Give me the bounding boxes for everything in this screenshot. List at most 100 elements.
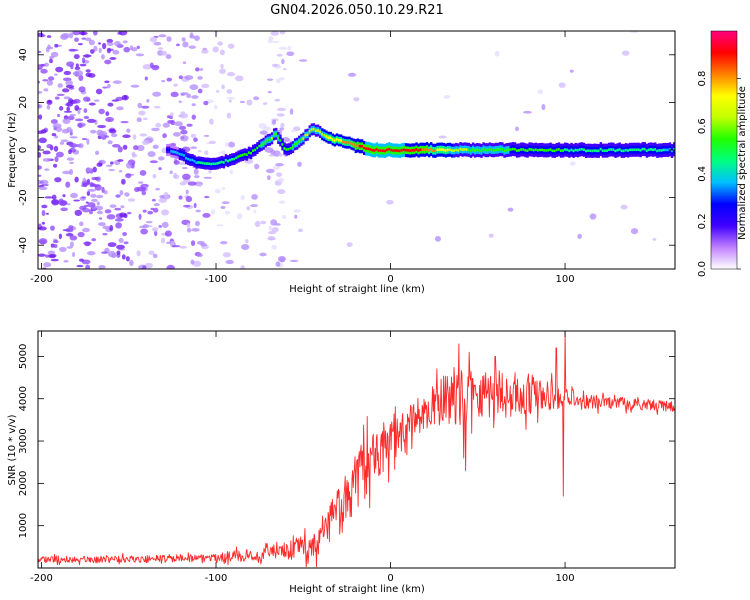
spectrogram-ridge-core [614,149,617,153]
spectrogram-noise-cell [170,91,179,98]
spectrogram-noise-cell [79,205,87,211]
spectrogram-noise-cell [166,77,173,82]
spectrogram-noise-cell [220,240,228,245]
spectrogram-noise-cell [151,127,160,132]
spectrogram-noise-cell [38,104,43,109]
spectrogram-noise-cell [208,169,212,174]
spectrogram-noise-cell [229,169,234,175]
spectrogram-noise-cell [214,104,218,110]
spectrogram-noise-cell [386,199,394,205]
spectrogram-noise-cell [199,68,204,71]
spectrogram-noise-cell [165,54,172,60]
spectrogram-noise-cell [50,258,59,262]
spectrogram-ridge-core [189,158,192,162]
spectrogram-x-tick-label: 0 [387,274,393,285]
spectrogram-noise-cell [112,80,122,84]
spectrogram-noise-cell [101,42,107,50]
spectrogram-noise-cell [108,168,116,172]
spectrogram-ridge-core [587,149,590,152]
spectrogram-noise-cell [79,258,84,262]
spectrogram-ridge-core [220,160,223,164]
spectrogram-noise-cell [86,250,96,256]
spectrogram-noise-cell [83,108,88,113]
spectrogram-noise-cell [191,114,196,120]
spectrogram-noise-cell [107,250,116,258]
spectrogram-noise-cell [109,204,117,208]
spectrogram-noise-cell [287,46,292,50]
spectrogram-noise-cell [190,259,195,265]
spectrogram-noise-cell [77,231,85,238]
spectrogram-ridge-core [453,149,456,152]
spectrogram-noise-cell [195,220,200,227]
spectrogram-noise-cell [63,96,71,100]
spectrogram-noise-cell [96,194,104,199]
spectrogram-noise-cell [67,203,71,206]
spectrogram-ridge-core [520,148,523,151]
spectrogram-noise-cell [166,241,172,245]
spectrogram-ridge-core [511,147,515,151]
spectrogram-noise-cell [152,253,158,259]
spectrogram-ridge-core [620,149,623,153]
spectrogram-noise-cell [180,129,188,135]
spectrogram-noise-cell [115,222,122,229]
spectrogram-ridge-core [417,149,420,152]
spectrogram-noise-cell [96,162,103,167]
spectrogram-noise-cell [69,161,74,165]
snr-series-line [38,331,675,568]
spectrogram-ridge-core [413,149,416,152]
spectrogram-noise-cell [171,245,181,248]
spectrogram-ridge-core [237,155,240,158]
spectrogram-y-tick-label: 20 [18,96,29,109]
spectrogram-noise-cell [87,202,96,208]
spectrogram-noise-cell [151,198,156,202]
spectrogram-ridge-core [494,148,498,152]
spectrogram-noise-cell [216,224,224,227]
spectrogram-noise-cell [47,76,55,81]
spectrogram-ridge-core [228,158,232,162]
spectrogram-noise-cell [65,80,73,86]
spectrogram-noise-cell [59,106,64,111]
spectrogram-ridge-core [421,148,425,151]
spectrogram-noise-cell [220,63,224,69]
spectrogram-noise-cell [139,170,147,176]
spectrogram-noise-cell [42,150,51,155]
spectrogram-noise-cell [276,113,285,117]
spectrogram-noise-cell [54,177,62,183]
spectrogram-noise-cell [136,117,142,123]
spectrogram-noise-cell [266,78,274,81]
spectrogram-noise-cell [281,58,285,65]
spectrogram-y-axis: -40 -20 0 20 40 [18,48,675,253]
spectrogram-ridge-core [626,149,630,152]
spectrogram-noise-cell [109,57,117,60]
spectrogram-noise-cell [226,89,233,94]
spectrogram-ridge-core [170,150,173,153]
snr-x-axis: -200 -100 0 100 [30,331,575,584]
spectrogram-ridge-core [174,150,177,154]
spectrogram-noise-cell [202,212,211,218]
spectrogram-ridge-core [241,153,244,157]
spectrogram-ridge-core [195,161,198,165]
spectrogram-ridge-core [319,130,322,134]
spectrogram-ridge-core [197,161,200,164]
spectrogram-noise-cell [81,196,86,199]
spectrogram-noise-cell [147,151,156,158]
spectrogram-noise-cell [163,192,169,198]
spectrogram-noise-cell [139,133,147,137]
spectrogram-ridge-core [471,148,475,151]
spectrogram-noise-cell [138,213,142,220]
spectrogram-ridge-core [352,143,355,146]
spectrogram-x-axis: -200 -100 0 100 [30,31,575,285]
spectrogram-noise-cell [204,150,209,156]
spectrogram-noise-cell [293,209,301,213]
spectrogram-ridge-core [308,129,311,133]
spectrogram-noise-cell [65,233,74,237]
spectrogram-noise-cell [241,243,250,250]
colorbar: 0.0 0.2 0.4 0.6 0.8 Normalized spectral ampl… [697,30,748,277]
spectrogram-noise-cell [69,131,73,136]
spectrogram-noise-cell [254,163,260,170]
spectrogram-noise-cell [86,118,96,123]
spectrogram-noise-cell [630,228,639,235]
spectrogram-ridge-core [436,148,439,152]
spectrogram-noise-cell [114,40,121,47]
